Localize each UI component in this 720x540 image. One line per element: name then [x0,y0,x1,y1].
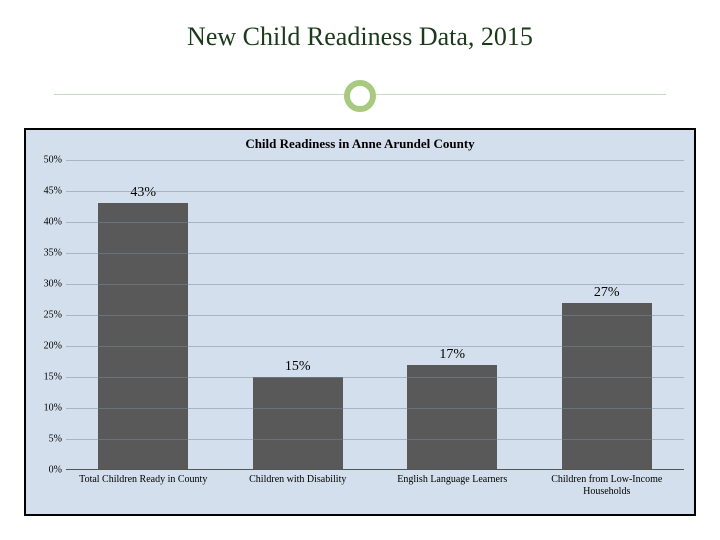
x-tick-label: Children with Disability [221,470,376,514]
bar-value-label: 43% [66,185,221,201]
y-tick-label: 20% [44,341,62,352]
grid-line [66,315,684,316]
grid-line [66,160,684,161]
y-tick-label: 45% [44,186,62,197]
grid-line [66,346,684,347]
slide-title-text: New Child Readiness Data, 2015 [187,22,533,51]
bar [407,365,497,470]
chart-container: Child Readiness in Anne Arundel County 0… [24,128,696,516]
slide-title: New Child Readiness Data, 2015 [0,22,720,52]
y-axis-labels: 0%5%10%15%20%25%30%35%40%45%50% [26,160,66,470]
bar-value-label: 17% [375,347,530,363]
grid-line [66,408,684,409]
bar-value-label: 15% [221,359,376,375]
x-tick-label: Total Children Ready in County [66,470,221,514]
y-tick-label: 40% [44,217,62,228]
grid-line [66,191,684,192]
bar [98,203,188,470]
bar [562,303,652,470]
y-tick-label: 15% [44,372,62,383]
y-tick-label: 35% [44,248,62,259]
chart-title: Child Readiness in Anne Arundel County [26,136,694,152]
slide: New Child Readiness Data, 2015 Child Rea… [0,0,720,540]
y-tick-label: 25% [44,310,62,321]
grid-line [66,377,684,378]
y-tick-label: 5% [49,434,62,445]
bar [253,377,343,470]
plot-area: 43% 15%17% 27% [66,160,684,470]
y-tick-label: 30% [44,279,62,290]
y-tick-label: 50% [44,155,62,166]
grid-line [66,284,684,285]
grid-line [66,222,684,223]
grid-line [66,253,684,254]
grid-line [66,439,684,440]
x-tick-label: English Language Learners [375,470,530,514]
accent-circle [344,80,376,112]
x-tick-label: Children from Low-Income Households [530,470,685,514]
x-axis-labels: Total Children Ready in CountyChildren w… [66,470,684,514]
y-tick-label: 0% [49,465,62,476]
y-tick-label: 10% [44,403,62,414]
bar-value-label: 27% [530,285,685,301]
